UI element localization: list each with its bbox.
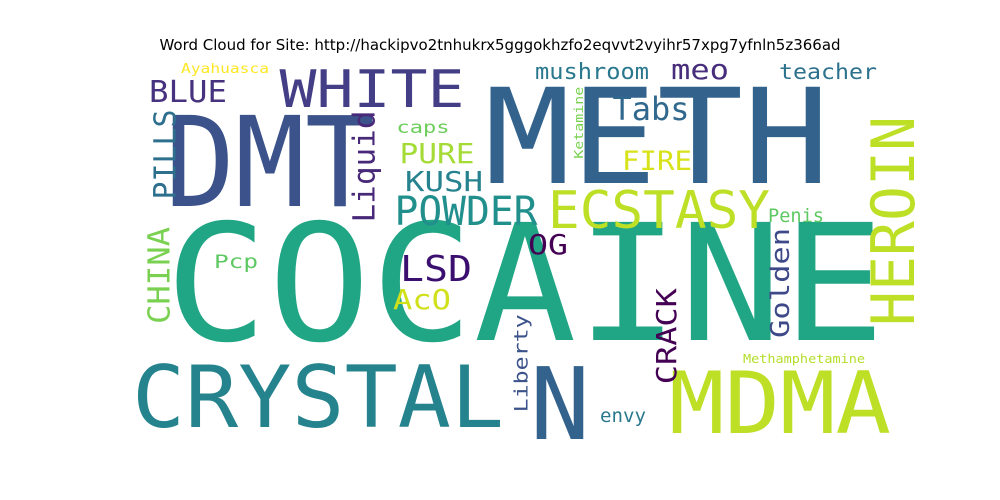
word-ketamine: Ketamine [572,87,586,159]
word-penis: Penis [768,205,824,227]
word-methamphetamine: Methamphetamine [743,352,865,366]
word-pcp: Pcp [214,251,258,273]
word-mdma: MDMA [669,354,891,454]
word-blue: BLUE [149,75,227,110]
word-china: CHINA [143,227,178,324]
word-meo: meo [671,53,729,86]
word-caps: caps [397,118,450,138]
word-crack: CRACK [650,288,683,384]
word-ecstasy: ECSTASY [548,181,770,241]
word-kush: KUSH [405,165,483,198]
word-fire: FIRE [622,146,692,177]
word-white: WHITE [280,60,465,120]
word-cocaine: COCAINE [165,191,885,379]
word-lsd: LSD [400,249,472,290]
word-powder: POWDER [395,189,539,235]
word-crystal: CRYSTAL [132,348,504,448]
word-meth: METH [485,61,830,215]
word-liberty: Liberty [511,314,533,412]
word-golden: Golden [766,228,796,338]
word-heroin: HEROIN [859,116,929,326]
word-ayahuasca: Ayahuasca [181,62,269,77]
chart-title: Word Cloud for Site: http://hackipvo2tnh… [159,36,841,54]
word-mushroom: mushroom [535,60,649,85]
word-pills: PILLS [149,110,184,200]
word-aco: AcO [393,283,451,316]
word-tabs: Tabs [613,90,690,128]
word-teacher: teacher [779,60,877,84]
word-n: N [530,346,590,463]
word-dmt: DMT [165,91,375,236]
word-envy: envy [600,405,646,427]
word-pure: PURE [400,137,475,170]
word-og: OG [528,228,568,261]
word-liquid: Liquid [348,111,383,223]
